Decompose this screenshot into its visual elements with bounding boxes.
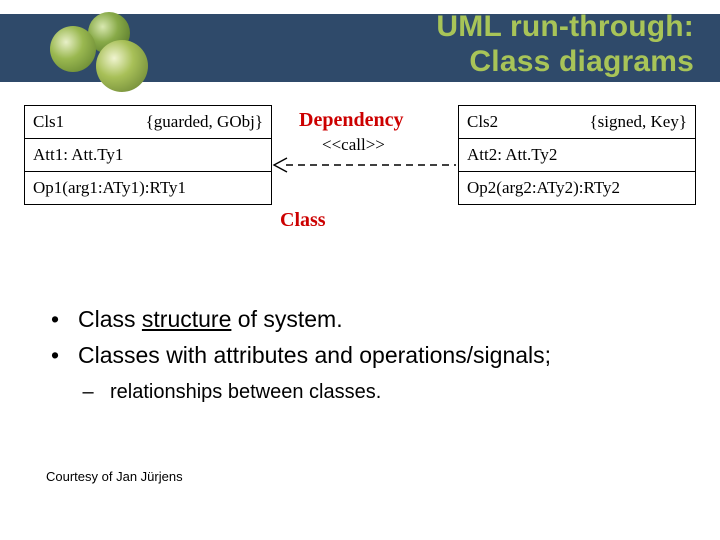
- class-name-row: Cls1 {guarded, GObj}: [25, 106, 271, 139]
- class-name: Cls2: [467, 112, 498, 132]
- uml-diagram: Cls1 {guarded, GObj} Att1: Att.Ty1 Op1(a…: [24, 105, 696, 265]
- sub-bullet-item: – relationships between classes.: [80, 377, 666, 408]
- class-name-row: Cls2 {signed, Key}: [459, 106, 695, 139]
- sub-bullet-text: relationships between classes.: [110, 377, 381, 408]
- uml-class-cls1: Cls1 {guarded, GObj} Att1: Att.Ty1 Op1(a…: [24, 105, 272, 205]
- class-operations: Op1(arg1:ATy1):RTy1: [25, 172, 271, 204]
- bullet-item-2: • Classes with attributes and operations…: [46, 338, 666, 374]
- class-name: Cls1: [33, 112, 64, 132]
- dependency-arrow: [272, 155, 458, 175]
- attribution-footer: Courtesy of Jan Jürjens: [46, 469, 183, 484]
- class-attributes: Att2: Att.Ty2: [459, 139, 695, 172]
- operation: Op2(arg2:ATy2):RTy2: [467, 178, 620, 198]
- bullet-item-1: • Class structure of system.: [46, 302, 666, 338]
- bullet-glyph: •: [46, 338, 64, 374]
- class-annotation: Class: [280, 209, 326, 232]
- bullet-text-pre: Class: [78, 306, 142, 332]
- bullet-text-underlined: structure: [142, 306, 231, 332]
- class-attributes: Att1: Att.Ty1: [25, 139, 271, 172]
- bullet-text: Classes with attributes and operations/s…: [78, 338, 551, 374]
- class-stereotype: {signed, Key}: [589, 112, 687, 132]
- logo-circle-1: [50, 26, 96, 72]
- dependency-label: Dependency: [299, 109, 403, 132]
- title-line-1: UML run-through:: [436, 10, 694, 45]
- slide-title: UML run-through: Class diagrams: [436, 10, 694, 79]
- class-stereotype: {guarded, GObj}: [146, 112, 263, 132]
- logo: [50, 6, 170, 91]
- bullet-list: • Class structure of system. • Classes w…: [46, 302, 666, 408]
- dash-glyph: –: [80, 377, 96, 408]
- logo-circle-3: [96, 40, 148, 92]
- uml-class-cls2: Cls2 {signed, Key} Att2: Att.Ty2 Op2(arg…: [458, 105, 696, 205]
- title-line-2: Class diagrams: [436, 45, 694, 80]
- attribute: Att2: Att.Ty2: [467, 145, 557, 165]
- class-operations: Op2(arg2:ATy2):RTy2: [459, 172, 695, 204]
- call-stereotype-label: <<call>>: [322, 135, 385, 155]
- operation: Op1(arg1:ATy1):RTy1: [33, 178, 186, 198]
- bullet-text: Class structure of system.: [78, 302, 343, 338]
- slide-header: UML run-through: Class diagrams: [0, 0, 720, 95]
- attribute: Att1: Att.Ty1: [33, 145, 123, 165]
- bullet-glyph: •: [46, 302, 64, 338]
- bullet-text-post: of system.: [231, 306, 342, 332]
